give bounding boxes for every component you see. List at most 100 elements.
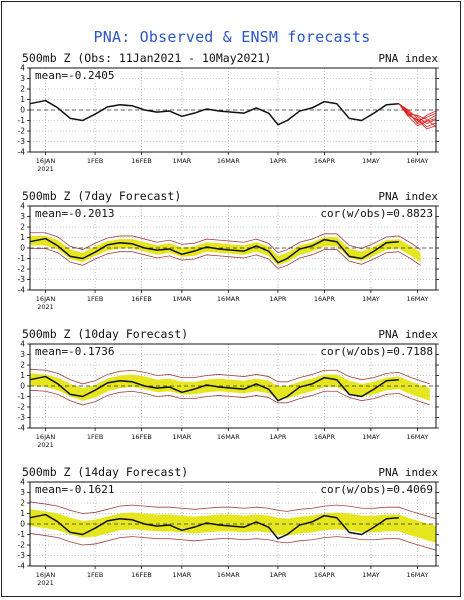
x-tick-label: 1APR	[269, 571, 287, 579]
x-tick-label: 16JAN	[36, 571, 56, 579]
panel-3: 500mb Z (10day Forecast) PNA index -4 -3-2 -…	[18, 327, 439, 449]
y-tick-label: 1	[20, 509, 25, 518]
x-tick-label: 1MAR	[173, 571, 192, 579]
x-tick-label: 16MAR	[217, 295, 240, 303]
envelope-upper	[29, 368, 430, 385]
observed-line	[29, 237, 399, 264]
cor-label-bg	[316, 484, 434, 495]
envelope-lower	[29, 389, 430, 406]
ensemble-member-line	[398, 103, 437, 128]
x-tick-label: 16APR	[314, 571, 336, 579]
x-tick-label: 16JAN	[36, 433, 56, 441]
ensemble-member-line	[398, 103, 437, 124]
cor-label-bg	[316, 346, 434, 357]
y-tick-label: -3	[18, 551, 26, 560]
y-tick-label: 2	[20, 361, 25, 370]
x-tick-label: 1FEB	[87, 433, 103, 441]
y-tick-label: -4	[18, 286, 26, 295]
panel-1: 500mb Z (Obs: 11Jan2021 - 10May2021) PNA …	[18, 51, 439, 173]
x-tick-label: 1MAY	[362, 571, 380, 579]
y-tick-label: -2	[18, 541, 26, 550]
envelope-lower	[29, 533, 437, 551]
index-label: PNA index	[378, 190, 438, 203]
x-tick-label: 16APR	[314, 157, 336, 165]
x-tick-label: 16APR	[314, 295, 336, 303]
y-tick-label: -3	[18, 137, 26, 146]
ensemble-member-line	[398, 103, 437, 128]
y-tick-label: 1	[20, 95, 25, 104]
index-label: PNA index	[378, 328, 438, 341]
ensemble-member-line	[398, 103, 437, 130]
mean-label: mean=-0.2013	[35, 207, 114, 220]
y-tick-label: -2	[18, 127, 26, 136]
y-tick-label: -1	[18, 116, 26, 125]
y-tick-label: 2	[20, 85, 25, 94]
y-tick-label: -2	[18, 403, 26, 412]
mean-label-bg	[32, 70, 120, 81]
x-tick-year: 2021	[37, 165, 54, 173]
x-tick-label: 16APR	[314, 433, 336, 441]
y-tick-label: 0	[20, 106, 25, 115]
x-tick-label: 16FEB	[131, 433, 152, 441]
x-tick-label: 16MAY	[407, 295, 429, 303]
panel-2: 500mb Z (7day Forecast) PNA index -4 -3-2 -1…	[18, 189, 439, 311]
panel-title: 500mb Z (14day Forecast)	[22, 465, 188, 479]
panel-title: 500mb Z (Obs: 11Jan2021 - 10May2021)	[22, 51, 271, 65]
x-tick-year: 2021	[37, 303, 54, 311]
x-tick-label: 1MAR	[173, 433, 192, 441]
x-tick-label: 1FEB	[87, 571, 103, 579]
spread-band	[30, 373, 430, 401]
y-tick-label: 4	[20, 64, 25, 73]
ensemble-member-line	[398, 103, 437, 125]
x-tick-label: 1APR	[269, 157, 287, 165]
envelope-lower	[30, 248, 421, 269]
mean-label: mean=-0.2405	[35, 69, 114, 82]
x-tick-label: 16JAN	[36, 295, 56, 303]
y-tick-label: 3	[20, 488, 25, 497]
mean-label-bg	[32, 346, 120, 357]
cor-label: cor(w/obs)=0.4069	[320, 483, 433, 496]
cor-label: cor(w/obs)=0.7188	[320, 345, 433, 358]
envelope-upper	[29, 501, 437, 520]
observed-line	[29, 513, 399, 540]
x-tick-label: 1MAR	[173, 295, 192, 303]
x-tick-label: 16JAN	[36, 157, 56, 165]
x-tick-label: 16MAR	[217, 571, 240, 579]
cor-label-bg	[316, 208, 434, 219]
x-tick-label: 1MAY	[362, 295, 380, 303]
y-tick-label: 2	[20, 223, 25, 232]
panel-title: 500mb Z (10day Forecast)	[22, 327, 188, 341]
y-tick-label: 4	[20, 340, 25, 349]
y-tick-label: -4	[18, 148, 26, 157]
x-tick-label: 16MAR	[217, 157, 240, 165]
x-tick-year: 2021	[37, 579, 54, 587]
y-tick-label: -3	[18, 413, 26, 422]
index-label: PNA index	[378, 466, 438, 479]
x-tick-label: 16MAR	[217, 433, 240, 441]
x-tick-label: 16FEB	[131, 571, 152, 579]
x-tick-label: 16MAY	[407, 433, 429, 441]
x-tick-label: 16MAY	[407, 571, 429, 579]
y-tick-label: 2	[20, 499, 25, 508]
x-tick-label: 16MAY	[407, 157, 429, 165]
y-tick-label: 0	[20, 520, 25, 529]
y-tick-label: -1	[18, 392, 26, 401]
y-tick-label: -4	[18, 424, 26, 433]
mean-label-bg	[32, 484, 120, 495]
y-tick-label: -3	[18, 275, 26, 284]
y-tick-label: -1	[18, 254, 26, 263]
x-tick-label: 1APR	[269, 433, 287, 441]
y-tick-label: -2	[18, 265, 26, 274]
mean-label: mean=-0.1621	[35, 483, 114, 496]
y-tick-label: 4	[20, 478, 25, 487]
x-tick-label: 16FEB	[131, 295, 152, 303]
figure-title: PNA: Observed & ENSM forecasts	[93, 28, 371, 46]
y-tick-label: -4	[18, 562, 26, 571]
mean-label: mean=-0.1736	[35, 345, 114, 358]
y-tick-label: 1	[20, 371, 25, 380]
x-tick-label: 1MAY	[362, 157, 380, 165]
panel-title: 500mb Z (7day Forecast)	[22, 189, 181, 203]
observed-line	[29, 99, 399, 126]
cor-label: cor(w/obs)=0.8823	[320, 207, 433, 220]
